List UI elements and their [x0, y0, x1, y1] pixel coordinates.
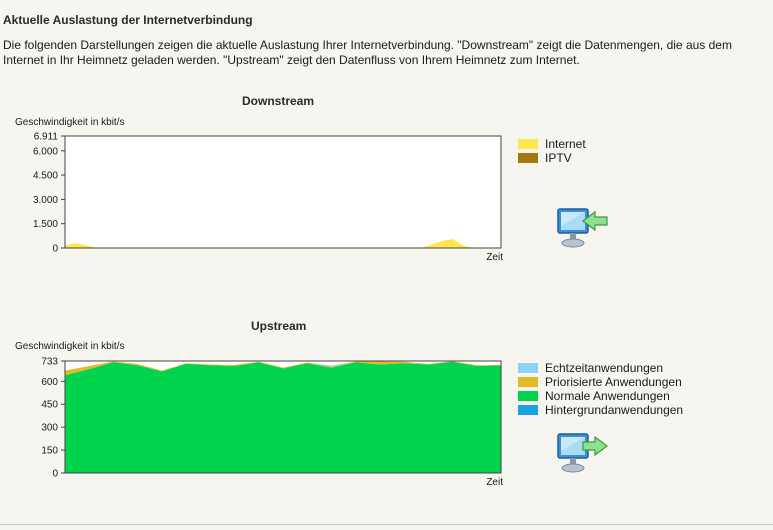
upstream-y-tick-label: 733: [41, 357, 58, 368]
upstream-legend-item: Hintergrundanwendungen: [518, 403, 683, 417]
downstream-y-tick-label: 6.000: [33, 146, 58, 157]
upstream-y-tick-label: 300: [41, 423, 58, 434]
upstream-y-tick-label: 150: [41, 446, 58, 457]
upstream-y-tick-label: 600: [41, 377, 58, 388]
downstream-y-tick-label: 1.500: [33, 219, 58, 230]
downstream-legend-label: IPTV: [545, 151, 572, 165]
monitor-download-icon: [557, 208, 608, 248]
upstream-y-tick-label: 450: [41, 400, 58, 411]
downstream-legend-swatch: [518, 153, 538, 163]
downstream-y-tick-label: 4.500: [33, 171, 58, 182]
upstream-y-tick-label: 0: [52, 469, 58, 480]
page-title: Aktuelle Auslastung der Internetverbindu…: [3, 13, 253, 27]
downstream-legend-item: Internet: [518, 137, 586, 151]
downstream-plot-area: [65, 136, 501, 248]
page-intro: Die folgenden Darstellungen zeigen die a…: [3, 38, 732, 67]
upstream-legend-swatch: [518, 405, 538, 415]
downstream-title: Downstream: [242, 94, 315, 108]
upstream-y-label: Geschwindigkeit in kbit/s: [15, 341, 125, 352]
upstream-series-priorisierte-anwendungen: [65, 361, 501, 376]
downstream-legend-swatch: [518, 139, 538, 149]
downstream-y-tick-label: 3.000: [33, 195, 58, 206]
downstream-legend: Internet IPTV: [518, 137, 586, 165]
upstream-x-label: Zeit: [486, 477, 503, 488]
downstream-legend-item: IPTV: [518, 151, 586, 165]
downstream-legend-label: Internet: [545, 137, 586, 151]
upstream-legend: Echtzeitanwendungen Priorisierte Anwendun…: [518, 361, 683, 417]
upstream-legend-label: Normale Anwendungen: [545, 389, 670, 403]
upstream-chart: 733 600 450 300 150 0 Zeit: [41, 357, 503, 489]
downstream-series-internet: [65, 239, 501, 248]
upstream-legend-swatch: [518, 363, 538, 373]
upstream-legend-label: Priorisierte Anwendungen: [545, 375, 682, 389]
downstream-chart: 6.911 6.000 4.500 3.000 1.500 0 Zeit: [33, 132, 503, 264]
downstream-x-label: Zeit: [486, 252, 503, 263]
upstream-legend-swatch: [518, 377, 538, 387]
upstream-legend-item: Priorisierte Anwendungen: [518, 375, 683, 389]
monitor-upload-icon: [557, 433, 608, 473]
upstream-title: Upstream: [251, 319, 307, 333]
downstream-y-tick-label: 6.911: [34, 132, 59, 143]
downstream-plot-frame: [64, 135, 502, 249]
upstream-legend-item: Echtzeitanwendungen: [518, 361, 683, 375]
downstream-y-label: Geschwindigkeit in kbit/s: [15, 117, 125, 128]
upstream-legend-swatch: [518, 391, 538, 401]
upstream-plot-frame: [64, 360, 502, 474]
downstream-y-tick-label: 0: [52, 244, 58, 255]
upstream-legend-item: Normale Anwendungen: [518, 389, 683, 403]
upstream-series-normale-anwendungen: [65, 361, 501, 473]
upstream-legend-label: Echtzeitanwendungen: [545, 361, 664, 375]
upstream-legend-label: Hintergrundanwendungen: [545, 403, 684, 417]
bottom-divider: [0, 524, 773, 525]
